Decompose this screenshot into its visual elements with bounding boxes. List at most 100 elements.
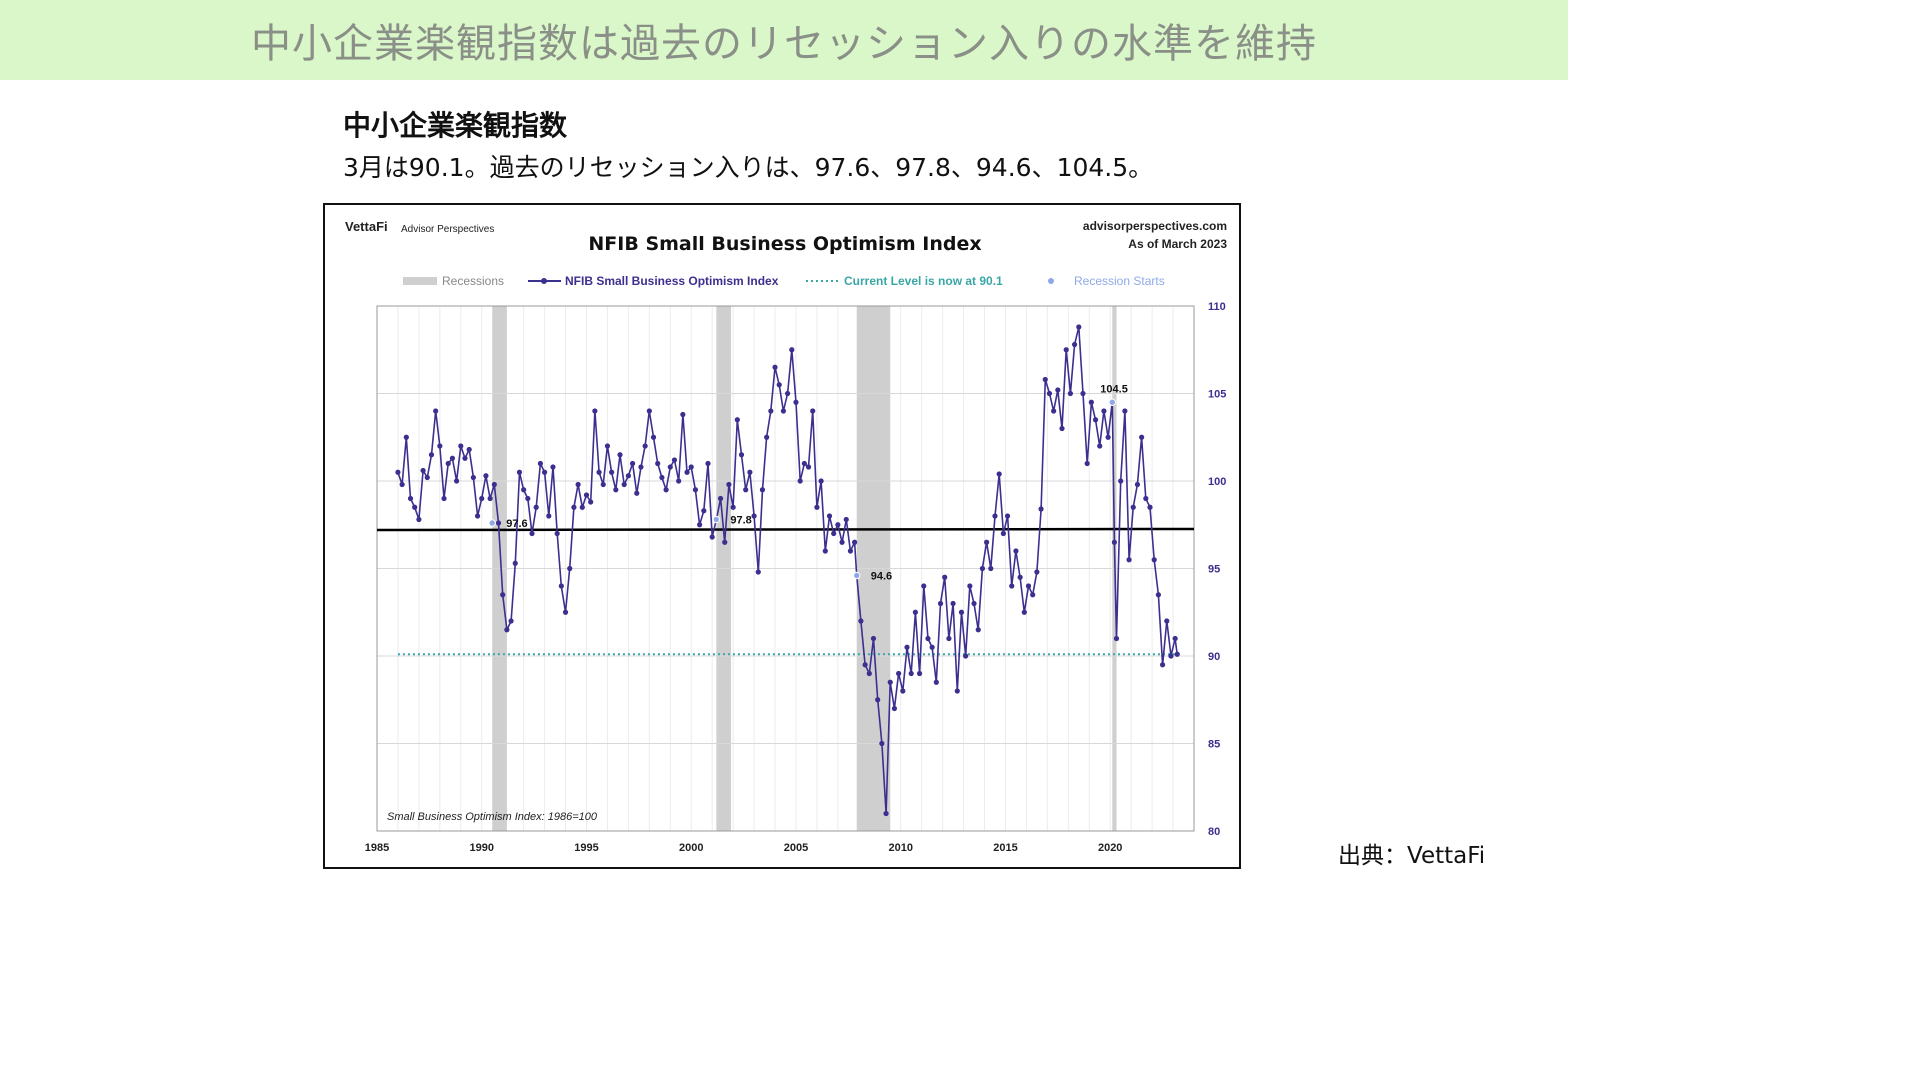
series-point [646, 408, 652, 414]
series-point [862, 662, 868, 668]
series-point [866, 670, 872, 677]
series-point [420, 467, 426, 474]
series-point [521, 487, 527, 493]
recession-start-marker [853, 571, 861, 580]
series-point [403, 434, 409, 440]
series-point [730, 504, 736, 510]
series-point [891, 705, 898, 712]
series-point [810, 408, 816, 414]
series-point [942, 574, 948, 580]
series-point [671, 457, 678, 463]
series-point [512, 560, 518, 566]
y-tick-label: 80 [1208, 826, 1220, 838]
y-tick-label: 105 [1208, 389, 1226, 401]
series-point [1111, 539, 1117, 545]
series-point [975, 627, 981, 633]
series-point [1168, 653, 1174, 659]
x-tick-label: 1985 [365, 842, 389, 854]
series-point [1038, 506, 1044, 512]
series-point [755, 569, 761, 575]
nfib-chart: VettaFi Advisor Perspectives NFIB Small … [345, 219, 1227, 854]
series-point [650, 434, 657, 440]
series-point [801, 460, 807, 467]
series-point [789, 347, 795, 353]
series-point [407, 495, 414, 502]
y-tick-label: 110 [1208, 301, 1226, 313]
source-credit: 出典：VettaFi [1338, 843, 1486, 869]
series-point [433, 408, 439, 414]
series-point [445, 460, 451, 467]
series-point [634, 490, 640, 496]
recession-start-label: 104.5 [1100, 383, 1128, 395]
series-point [500, 592, 506, 598]
series-point [797, 478, 803, 484]
x-tick-label: 2020 [1098, 842, 1122, 854]
x-tick-label: 1990 [470, 842, 494, 854]
series-point [688, 464, 694, 470]
series-point [908, 670, 914, 677]
series-point [470, 474, 476, 481]
series-point [818, 478, 824, 484]
series-point [967, 583, 973, 589]
series-point [1130, 504, 1136, 510]
series-point [541, 469, 548, 475]
series-point [625, 473, 631, 479]
series-point [925, 635, 931, 642]
x-tick-label: 2000 [679, 842, 703, 854]
series-point [1063, 347, 1069, 353]
series-point [971, 600, 977, 607]
series-point [604, 443, 611, 449]
legend-starts: Recession Starts [1074, 274, 1165, 288]
series-point [596, 469, 602, 475]
series-point [546, 513, 552, 519]
series-point [847, 548, 854, 554]
series-point [954, 688, 960, 694]
series-point [613, 487, 619, 493]
series-point [558, 583, 564, 589]
series-point [592, 408, 598, 414]
page-subtitle: 3月は90.1。過去のリセッション入りは、97.6、97.8、94.6、104.… [343, 153, 1154, 182]
series-point [875, 697, 881, 703]
series-point [1151, 557, 1157, 563]
series-point [992, 513, 998, 519]
series-point [617, 452, 623, 458]
series-point [1155, 592, 1161, 598]
series-point [680, 411, 686, 418]
series-point [466, 446, 472, 453]
series-line [397, 326, 1178, 814]
series-point [508, 618, 514, 624]
series-point [887, 679, 893, 685]
series-point [1101, 408, 1107, 414]
series-point [937, 600, 944, 607]
series-point [1092, 417, 1099, 423]
recession-start-label: 94.6 [871, 571, 892, 583]
brand-sub: Advisor Perspectives [401, 224, 494, 235]
series-point [663, 487, 669, 493]
series-point [946, 635, 952, 642]
series-point [458, 443, 464, 449]
series-point [726, 481, 732, 488]
series-point [667, 464, 673, 470]
series-point [835, 522, 841, 528]
series-point [1139, 434, 1145, 440]
series-point [826, 513, 833, 519]
series-point [1174, 651, 1180, 657]
series-point [449, 455, 456, 461]
series-point [963, 653, 969, 659]
series-point [705, 460, 711, 467]
series-point [1034, 569, 1040, 575]
series-point [483, 473, 489, 479]
y-tick-label: 85 [1208, 739, 1220, 751]
recession-start-marker [1108, 398, 1116, 406]
y-tick-label: 95 [1208, 564, 1220, 576]
series-point [1051, 408, 1057, 414]
series-point [454, 478, 460, 484]
series-point [579, 504, 585, 510]
series-point [743, 487, 749, 493]
chart-title: NFIB Small Business Optimism Index [588, 233, 981, 255]
series-point [988, 565, 994, 572]
series-point [768, 408, 774, 414]
series-point [412, 504, 418, 510]
series-point [883, 810, 889, 817]
y-tick-label: 90 [1208, 651, 1220, 663]
